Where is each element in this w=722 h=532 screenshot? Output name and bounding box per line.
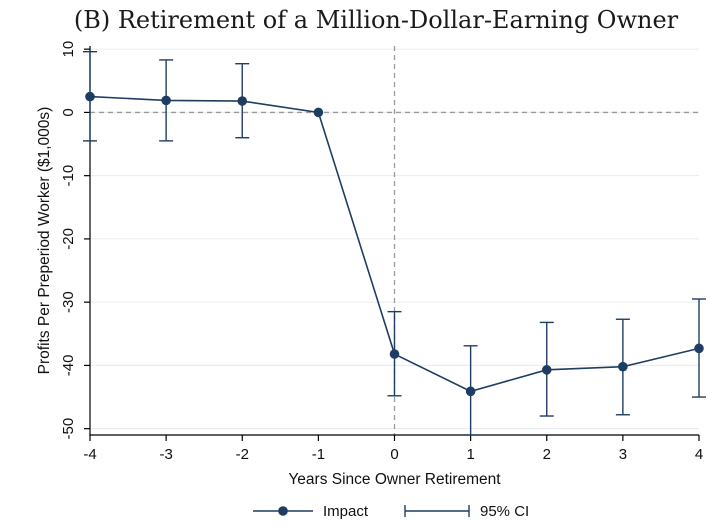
data-point bbox=[85, 91, 95, 102]
x-axis-label: Years Since Owner Retirement bbox=[288, 471, 501, 488]
x-tick-label: 1 bbox=[466, 446, 474, 463]
y-axis-label: Profits Per Preperiod Worker ($1,000s) bbox=[36, 107, 53, 375]
data-point bbox=[541, 365, 552, 375]
x-tick-label: 2 bbox=[543, 446, 551, 463]
x-tick-label: -1 bbox=[312, 446, 325, 463]
data-point bbox=[694, 343, 704, 354]
x-tick-label: 0 bbox=[390, 446, 398, 463]
data-point bbox=[465, 386, 476, 397]
y-tick-label: 0 bbox=[60, 108, 77, 116]
chart-title: (B) Retirement of a Million-Dollar-Earni… bbox=[74, 6, 679, 34]
data-point bbox=[389, 349, 400, 359]
y-tick-label: -30 bbox=[60, 291, 77, 313]
y-tick-label: -40 bbox=[60, 355, 77, 377]
y-tick-label: 10 bbox=[60, 41, 77, 58]
data-point bbox=[161, 95, 171, 106]
legend-impact-label: Impact bbox=[323, 503, 369, 520]
x-tick-label: -3 bbox=[159, 446, 172, 463]
x-tick-label: -4 bbox=[83, 446, 96, 463]
data-point bbox=[237, 96, 248, 106]
plot-area: 100-10-20-30-40-50-4 -3 -2 -1 0 1 2 3 4 bbox=[60, 41, 706, 463]
legend-impact-marker bbox=[278, 506, 288, 516]
data-point bbox=[313, 107, 324, 118]
y-tick-label: -50 bbox=[60, 418, 77, 440]
x-tick-label: -2 bbox=[236, 446, 249, 463]
y-tick-label: -20 bbox=[60, 228, 77, 250]
y-tick-label: -10 bbox=[60, 165, 77, 187]
x-tick-label: 3 bbox=[619, 446, 627, 463]
legend: Impact 95% CI bbox=[253, 503, 529, 520]
x-tick-label: 4 bbox=[695, 446, 703, 463]
legend-ci-label: 95% CI bbox=[480, 503, 529, 520]
data-point bbox=[618, 361, 628, 372]
